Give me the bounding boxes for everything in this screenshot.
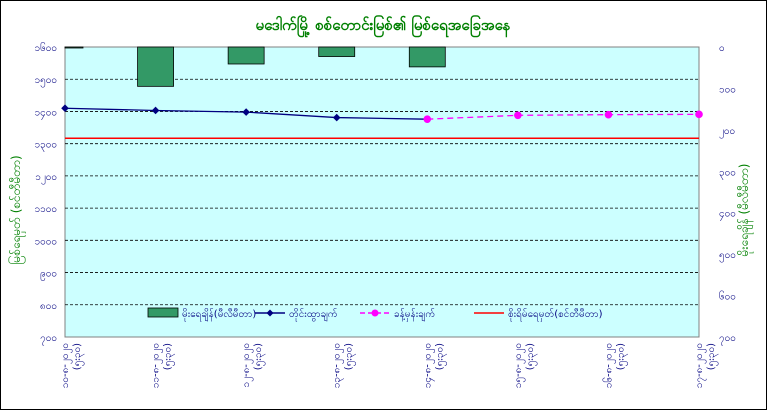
left-tick-label: ၁၄၀၀: [35, 107, 58, 120]
rainfall-bar: [318, 46, 356, 57]
x-tick-label: ၁၁-၈-၂၀၂၀: [151, 343, 164, 388]
x-tick-label: (၅း၃၀): [163, 343, 176, 370]
left-tick-label: ၁၂၀၀: [35, 172, 57, 185]
rainfall-bar: [64, 46, 84, 49]
rainfall-bar: [227, 46, 265, 65]
right-axis-label: မိုးရေချိန် (မီလီမီတာ): [736, 164, 754, 257]
right-tick-label: ၅၀၀: [719, 250, 736, 263]
series-line: [427, 113, 700, 120]
series-lines: [61, 104, 703, 139]
plot-area: [64, 46, 700, 338]
x-axis-ticks: ၁၀-၈-၂၀၂၀ (၅း၃၀) ၁၁-၈-၂၀၂၀ (၅း၃၀) ၁၂-၈-၂၀၂၀(…: [60, 343, 719, 388]
rainfall-bar: [408, 46, 446, 68]
left-tick-label: ၈၀၀: [40, 301, 57, 312]
right-tick-label: ၃၀၀: [719, 167, 736, 180]
x-tick-label: ၁၇-၈-၂၀၂၀: [694, 343, 707, 388]
x-tick-label: (၅း၃၀): [615, 343, 628, 370]
left-tick-label: ၁၃၀၀: [35, 140, 58, 153]
x-tick-label: ၁၄-၈-၂၀၂၀: [422, 343, 435, 388]
right-tick-label: ၂၀၀: [719, 126, 735, 139]
rainfall-bars: [64, 46, 446, 87]
right-tick-label: ၁၀၀: [719, 84, 736, 95]
x-tick-label: (၅း၃၀): [72, 343, 85, 370]
x-tick-label: (၅း၃၀): [253, 343, 266, 370]
left-tick-label: ၁၁၀၀: [35, 204, 58, 215]
x-tick-label: ၁၃-၈-၂၀၂၀: [332, 343, 345, 388]
forecast-point: [604, 110, 613, 119]
legend: မိုးရေချိန်(မီလီမီတာ) တိုင်းထွာချက် ခန့်မှ…: [147, 307, 603, 322]
x-tick-label: ၁၂-၈-၂၀၂၀: [241, 343, 254, 388]
left-tick-label: ၁၆၀၀: [35, 41, 58, 54]
left-tick-label: ၁၅၀၀: [35, 75, 58, 88]
right-tick-label: ၇၀၀: [719, 333, 736, 346]
left-tick-label: ၉၀၀: [40, 269, 57, 282]
measured-point: [151, 106, 160, 115]
forecast-point: [423, 115, 432, 123]
right-tick-label: ၆၀၀: [719, 290, 736, 303]
legend-label: တိုင်းထွာချက်: [289, 307, 338, 322]
x-tick-label: (၅း၃၀): [525, 343, 538, 370]
rainfall-bar: [137, 46, 174, 87]
forecast-point: [514, 111, 522, 120]
x-tick-label: (၅း၃၀): [434, 343, 447, 370]
left-axis-label: မြစ်ရေမှတ် (စင်တီမီတာ): [7, 155, 26, 264]
chart-title: မဒေါက်မြို့ စစ်တောင်းမြစ်၏ မြစ်ရေအခြေအနေ: [256, 14, 511, 38]
legend-label: ခန့်မှန်းချက်: [394, 307, 435, 322]
legend-label: စိုးရိမ်ရေမှတ်(စင်တီမီတာ): [508, 307, 603, 322]
measured-point: [332, 113, 341, 122]
legend-swatch: [147, 307, 179, 318]
x-tick-label: (၅း၃၀): [706, 343, 719, 370]
measured-point: [242, 108, 250, 116]
x-tick-label: ၁၀-၈-၂၀၂၀: [60, 343, 73, 388]
x-tick-label: ၁၅-၈-၂၀၂၀: [513, 343, 526, 388]
left-tick-label: ၁၀၀၀: [35, 236, 58, 247]
right-tick-label: ၀: [719, 43, 725, 54]
right-tick-label: ၄၀၀: [719, 209, 736, 222]
legend-marker: [371, 309, 379, 317]
x-tick-label: ၁၆-၈-၂၀၂၀: [601, 343, 616, 388]
x-tick-label: (၅း၃၀): [344, 343, 357, 370]
legend-marker: [266, 309, 274, 317]
left-tick-label: ၇၀၀: [40, 333, 57, 346]
measured-point: [61, 104, 69, 113]
forecast-point: [695, 110, 703, 119]
legend-label: မိုးရေချိန်(မီလီမီတာ): [182, 307, 256, 322]
